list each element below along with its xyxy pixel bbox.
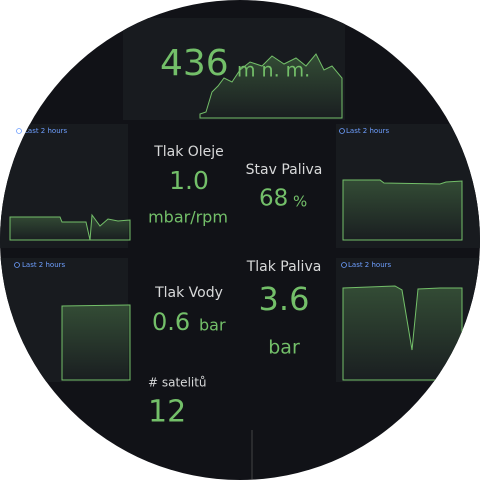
sparkline bbox=[342, 179, 463, 241]
stat-title: Tlak Vody bbox=[154, 285, 223, 301]
sparkline bbox=[9, 213, 131, 241]
sparkline bbox=[342, 285, 463, 381]
header-value: 436 bbox=[160, 43, 229, 84]
clock-icon bbox=[16, 128, 22, 134]
stat-value: 12 bbox=[148, 395, 186, 430]
stat-title: Tlak Paliva bbox=[246, 259, 322, 275]
stat-value: 0.6 bbox=[152, 308, 190, 336]
time-label: Last 2 hours bbox=[348, 261, 392, 269]
stat-title: Stav Paliva bbox=[246, 162, 323, 178]
time-label: Last 2 hours bbox=[346, 127, 390, 135]
stat-title: Tlak Oleje bbox=[153, 144, 224, 160]
clock-icon bbox=[341, 262, 347, 268]
time-label: Last 2 hours bbox=[22, 261, 66, 269]
sparkline bbox=[199, 53, 343, 119]
stat-unit: bar bbox=[199, 316, 226, 335]
clock-icon bbox=[339, 128, 345, 134]
clock-icon bbox=[14, 262, 20, 268]
stat-unit: % bbox=[293, 193, 307, 211]
stat-value: 68 bbox=[259, 186, 288, 212]
clock-icons bbox=[14, 128, 347, 268]
stat-unit: mbar/rpm bbox=[148, 208, 228, 227]
time-label: Last 2 hours bbox=[24, 127, 68, 135]
stat-value: 1.0 bbox=[169, 166, 209, 195]
sparkline bbox=[61, 304, 131, 381]
stat-unit: bar bbox=[268, 337, 300, 359]
stat-value: 3.6 bbox=[259, 280, 310, 318]
header-unit: m n. m. bbox=[237, 60, 310, 82]
stat-title: # satelitů bbox=[148, 376, 207, 390]
